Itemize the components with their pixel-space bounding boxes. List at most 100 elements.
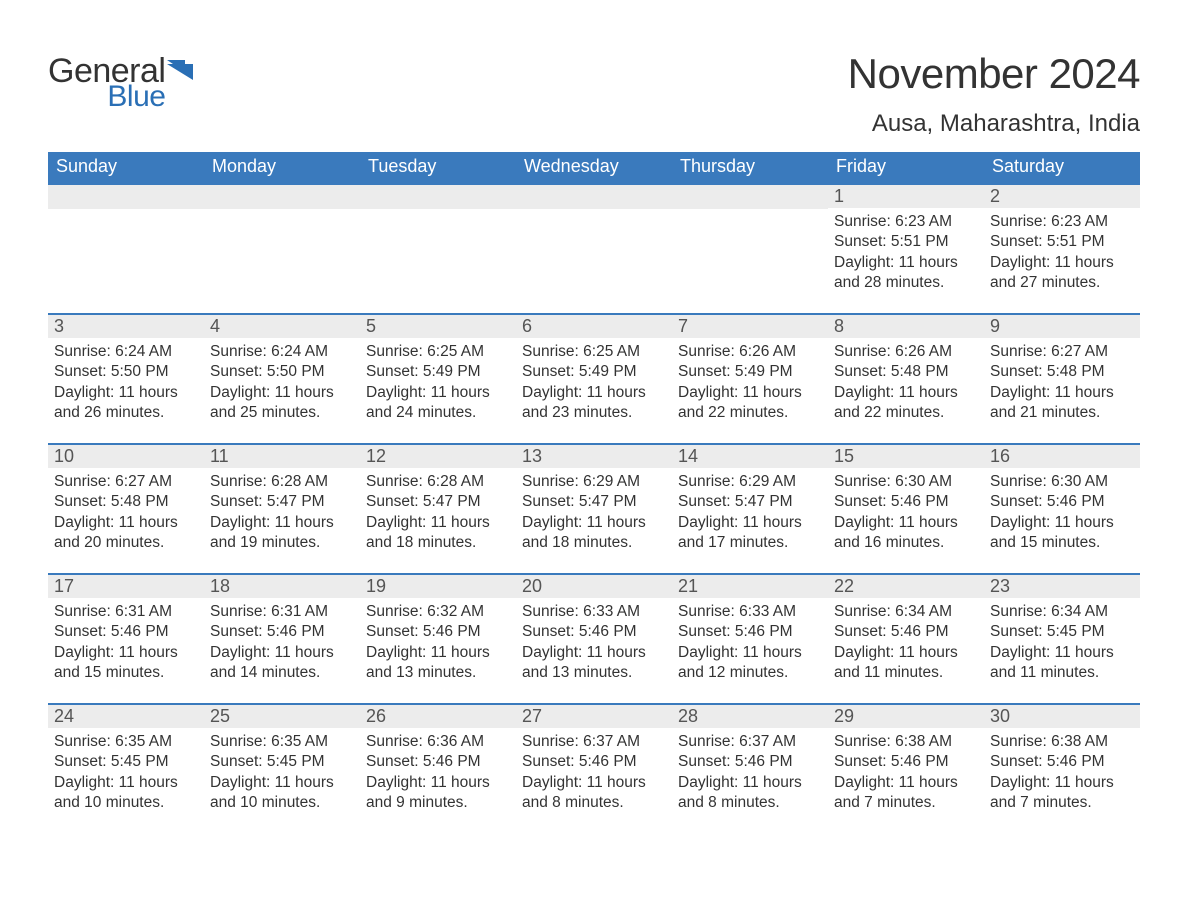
calendar-weeks: 1Sunrise: 6:23 AMSunset: 5:51 PMDaylight… [48,183,1140,833]
sunrise-text: Sunrise: 6:35 AM [210,732,354,752]
sunrise-text: Sunrise: 6:25 AM [522,342,666,362]
day-number [516,185,672,209]
weekday-header-row: SundayMondayTuesdayWednesdayThursdayFrid… [48,152,1140,183]
day-cell: 8Sunrise: 6:26 AMSunset: 5:48 PMDaylight… [828,315,984,443]
day-cell: 18Sunrise: 6:31 AMSunset: 5:46 PMDayligh… [204,575,360,703]
day-body: Sunrise: 6:37 AMSunset: 5:46 PMDaylight:… [516,728,672,824]
day-number: 26 [360,705,516,728]
daylight-text: Daylight: 11 hours and 10 minutes. [54,773,198,814]
day-cell: 20Sunrise: 6:33 AMSunset: 5:46 PMDayligh… [516,575,672,703]
day-body: Sunrise: 6:33 AMSunset: 5:46 PMDaylight:… [516,598,672,694]
day-number: 4 [204,315,360,338]
sunrise-text: Sunrise: 6:29 AM [678,472,822,492]
sunrise-text: Sunrise: 6:38 AM [834,732,978,752]
day-body: Sunrise: 6:24 AMSunset: 5:50 PMDaylight:… [48,338,204,434]
day-body: Sunrise: 6:38 AMSunset: 5:46 PMDaylight:… [984,728,1140,824]
daylight-text: Daylight: 11 hours and 11 minutes. [834,643,978,684]
day-number: 6 [516,315,672,338]
sunrise-text: Sunrise: 6:23 AM [834,212,978,232]
sunrise-text: Sunrise: 6:28 AM [210,472,354,492]
daylight-text: Daylight: 11 hours and 22 minutes. [678,383,822,424]
week-row: 17Sunrise: 6:31 AMSunset: 5:46 PMDayligh… [48,573,1140,703]
day-body: Sunrise: 6:25 AMSunset: 5:49 PMDaylight:… [360,338,516,434]
sunset-text: Sunset: 5:45 PM [990,622,1134,642]
day-cell: 21Sunrise: 6:33 AMSunset: 5:46 PMDayligh… [672,575,828,703]
sunset-text: Sunset: 5:46 PM [522,622,666,642]
day-cell: 28Sunrise: 6:37 AMSunset: 5:46 PMDayligh… [672,705,828,833]
day-number: 11 [204,445,360,468]
day-body: Sunrise: 6:37 AMSunset: 5:46 PMDaylight:… [672,728,828,824]
day-body: Sunrise: 6:25 AMSunset: 5:49 PMDaylight:… [516,338,672,434]
sunset-text: Sunset: 5:46 PM [678,622,822,642]
sunset-text: Sunset: 5:46 PM [678,752,822,772]
sunset-text: Sunset: 5:46 PM [990,752,1134,772]
day-cell: 16Sunrise: 6:30 AMSunset: 5:46 PMDayligh… [984,445,1140,573]
daylight-text: Daylight: 11 hours and 7 minutes. [834,773,978,814]
day-number: 3 [48,315,204,338]
sunset-text: Sunset: 5:46 PM [990,492,1134,512]
sunset-text: Sunset: 5:48 PM [54,492,198,512]
sunset-text: Sunset: 5:46 PM [834,752,978,772]
day-cell [516,185,672,313]
daylight-text: Daylight: 11 hours and 15 minutes. [54,643,198,684]
sunrise-text: Sunrise: 6:28 AM [366,472,510,492]
day-cell [204,185,360,313]
sunrise-text: Sunrise: 6:35 AM [54,732,198,752]
day-number: 17 [48,575,204,598]
sunset-text: Sunset: 5:47 PM [366,492,510,512]
sunrise-text: Sunrise: 6:29 AM [522,472,666,492]
day-body: Sunrise: 6:23 AMSunset: 5:51 PMDaylight:… [828,208,984,304]
sunrise-text: Sunrise: 6:31 AM [210,602,354,622]
day-number: 23 [984,575,1140,598]
sunrise-text: Sunrise: 6:34 AM [990,602,1134,622]
daylight-text: Daylight: 11 hours and 27 minutes. [990,253,1134,294]
day-number: 10 [48,445,204,468]
weekday-header-cell: Monday [204,152,360,183]
day-number [48,185,204,209]
day-number: 20 [516,575,672,598]
day-number [204,185,360,209]
daylight-text: Daylight: 11 hours and 13 minutes. [522,643,666,684]
sunrise-text: Sunrise: 6:27 AM [54,472,198,492]
sunrise-text: Sunrise: 6:33 AM [522,602,666,622]
day-body: Sunrise: 6:27 AMSunset: 5:48 PMDaylight:… [984,338,1140,434]
day-number: 27 [516,705,672,728]
sunrise-text: Sunrise: 6:24 AM [210,342,354,362]
day-body: Sunrise: 6:24 AMSunset: 5:50 PMDaylight:… [204,338,360,434]
daylight-text: Daylight: 11 hours and 11 minutes. [990,643,1134,684]
sunset-text: Sunset: 5:51 PM [834,232,978,252]
day-body: Sunrise: 6:27 AMSunset: 5:48 PMDaylight:… [48,468,204,564]
sunset-text: Sunset: 5:46 PM [834,622,978,642]
sunset-text: Sunset: 5:49 PM [678,362,822,382]
day-number: 24 [48,705,204,728]
day-number: 5 [360,315,516,338]
weekday-header-cell: Friday [828,152,984,183]
day-cell: 29Sunrise: 6:38 AMSunset: 5:46 PMDayligh… [828,705,984,833]
weekday-header-cell: Tuesday [360,152,516,183]
daylight-text: Daylight: 11 hours and 19 minutes. [210,513,354,554]
sunset-text: Sunset: 5:46 PM [366,752,510,772]
day-body: Sunrise: 6:31 AMSunset: 5:46 PMDaylight:… [48,598,204,694]
sunrise-text: Sunrise: 6:36 AM [366,732,510,752]
daylight-text: Daylight: 11 hours and 24 minutes. [366,383,510,424]
sunrise-text: Sunrise: 6:26 AM [678,342,822,362]
day-number: 22 [828,575,984,598]
sunrise-text: Sunrise: 6:32 AM [366,602,510,622]
sunrise-text: Sunrise: 6:23 AM [990,212,1134,232]
day-cell: 13Sunrise: 6:29 AMSunset: 5:47 PMDayligh… [516,445,672,573]
sunrise-text: Sunrise: 6:31 AM [54,602,198,622]
day-body: Sunrise: 6:28 AMSunset: 5:47 PMDaylight:… [360,468,516,564]
sunrise-text: Sunrise: 6:30 AM [834,472,978,492]
daylight-text: Daylight: 11 hours and 7 minutes. [990,773,1134,814]
day-body: Sunrise: 6:32 AMSunset: 5:46 PMDaylight:… [360,598,516,694]
day-cell: 1Sunrise: 6:23 AMSunset: 5:51 PMDaylight… [828,185,984,313]
day-number: 7 [672,315,828,338]
daylight-text: Daylight: 11 hours and 22 minutes. [834,383,978,424]
daylight-text: Daylight: 11 hours and 10 minutes. [210,773,354,814]
sunset-text: Sunset: 5:46 PM [366,622,510,642]
sunset-text: Sunset: 5:47 PM [678,492,822,512]
sunrise-text: Sunrise: 6:27 AM [990,342,1134,362]
daylight-text: Daylight: 11 hours and 9 minutes. [366,773,510,814]
weekday-header-cell: Wednesday [516,152,672,183]
day-cell: 25Sunrise: 6:35 AMSunset: 5:45 PMDayligh… [204,705,360,833]
